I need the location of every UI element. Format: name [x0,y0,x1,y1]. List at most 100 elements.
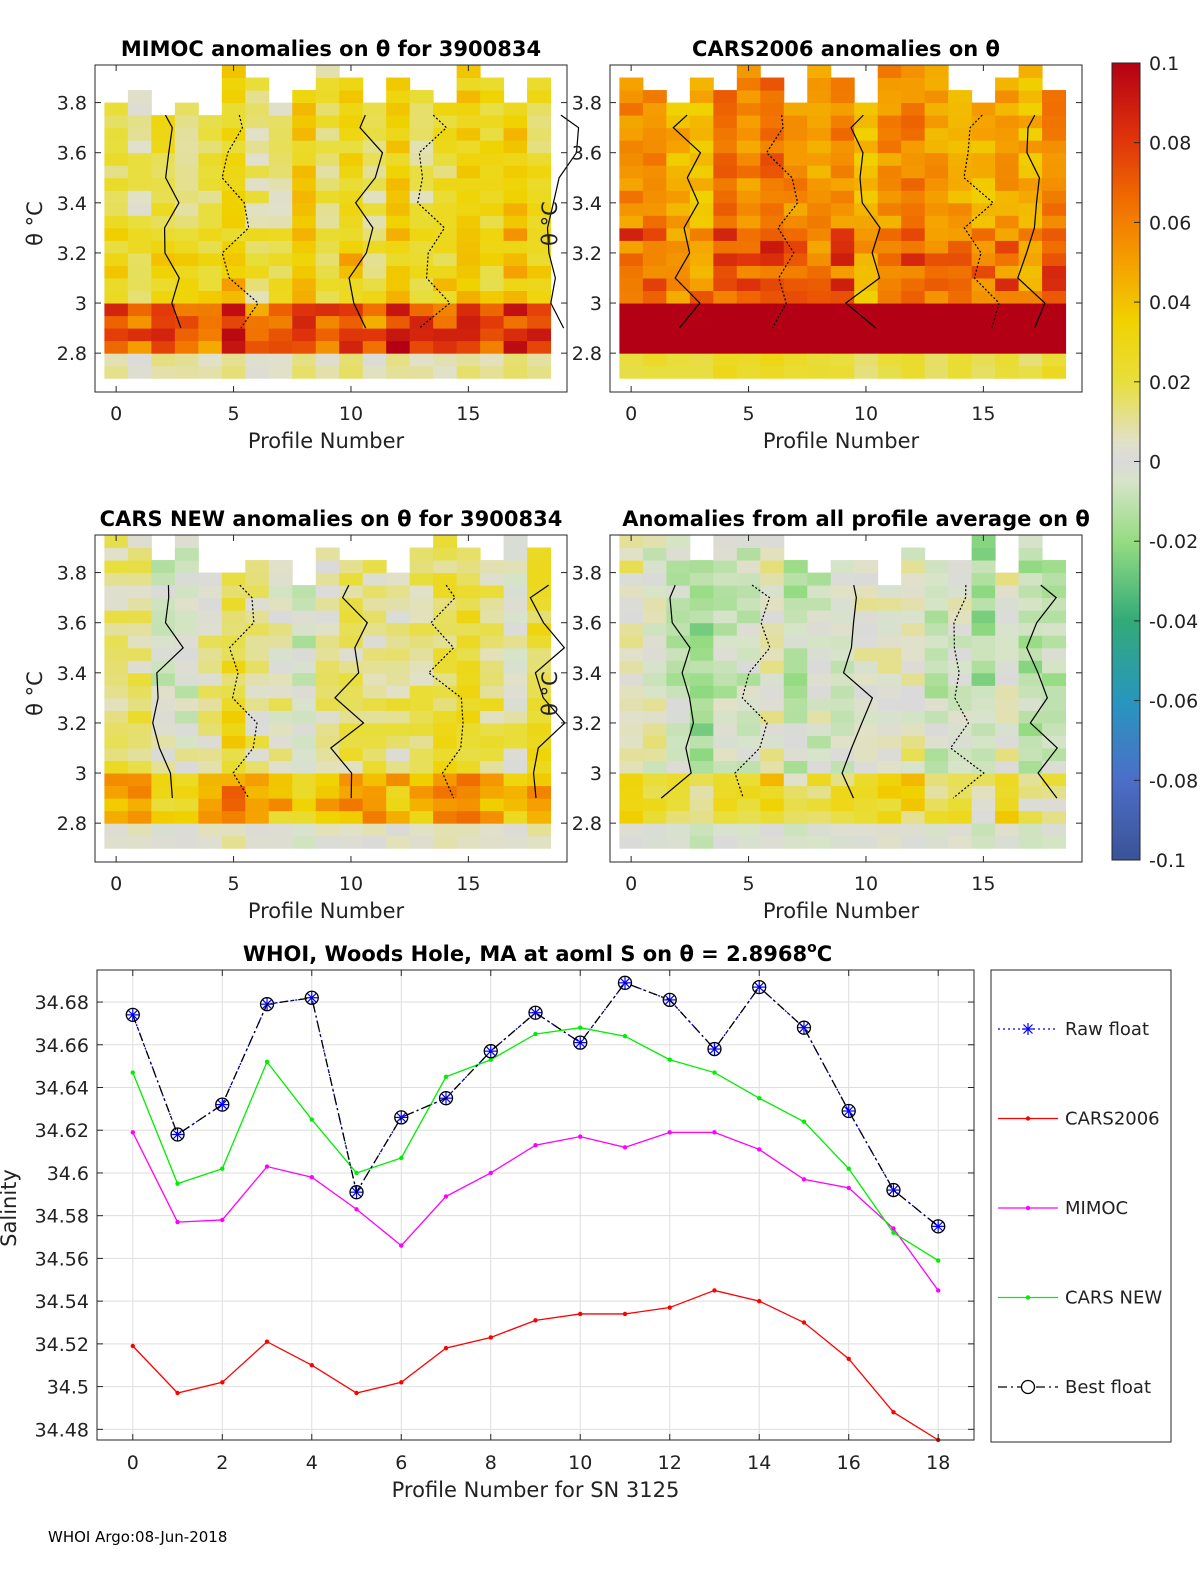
anomaly-cell [1042,785,1067,799]
anomaly-cell [689,340,714,354]
anomaly-cell [221,140,246,154]
anomaly-cell [221,227,246,241]
anomaly-cell [151,823,176,837]
anomaly-cell [221,190,246,204]
anomaly-cell [174,560,199,574]
anomaly-cell [666,177,691,191]
anomaly-cell [456,560,481,574]
anomaly-cell [948,240,973,254]
anomaly-cell [995,747,1020,762]
anomaly-cell [104,265,129,279]
anomaly-cell [807,215,832,229]
anomaly-cell [480,290,505,304]
anomaly-cell [268,597,293,611]
anomaly-cell [713,622,738,636]
data-point [354,1390,359,1396]
anomaly-cell [948,277,973,292]
anomaly-cell [924,340,949,354]
anomaly-cell [480,610,505,624]
anomaly-cell [104,240,129,254]
anomaly-cell [480,823,505,837]
anomaly-cell [807,597,832,611]
anomaly-cell [127,215,152,229]
anomaly-cell [433,785,458,799]
x-tick-label: 5 [228,873,240,895]
anomaly-cell [315,265,340,279]
anomaly-cell [783,227,808,241]
anomaly-cell [971,340,996,354]
y-tick-label: 3.8 [57,563,87,585]
anomaly-cell [174,165,199,179]
anomaly-cell [480,685,505,699]
anomaly-cell [830,835,855,849]
anomaly-cell [245,215,270,229]
anomaly-cell [339,240,364,254]
anomaly-cell [901,697,926,711]
anomaly-cell [198,685,223,699]
anomaly-cell [1042,90,1067,104]
anomaly-cell [971,535,996,549]
anomaly-cell [292,672,317,686]
anomaly-cell [480,115,505,129]
anomaly-cell [221,90,246,104]
anomaly-cell [268,697,293,711]
anomaly-cell [174,328,199,342]
anomaly-cell [689,835,714,849]
y-tick-label: 3.6 [572,143,602,165]
anomaly-cell [433,560,458,574]
anomaly-cell [174,102,199,116]
anomaly-cell [174,823,199,837]
anomaly-cell [480,622,505,636]
anomaly-cell [1042,290,1067,304]
anomaly-cell [948,340,973,354]
y-tick-label: 3.2 [572,243,602,265]
y-tick-label: 3.8 [572,93,602,115]
x-tick-label: 10 [568,1452,592,1474]
anomaly-cell [1018,785,1043,799]
legend-label: CARS NEW [1065,1288,1162,1309]
anomaly-cell [807,90,832,104]
anomaly-cell [221,240,246,254]
anomaly-cell [736,277,761,292]
anomaly-cell [292,115,317,129]
anomaly-cell [174,240,199,254]
anomaly-cell [409,823,434,837]
anomaly-cell [1018,560,1043,574]
anomaly-cell [948,835,973,849]
anomaly-cell [362,560,387,574]
anomaly-cell [198,760,223,774]
anomaly-cell [901,685,926,699]
anomaly-cell [127,735,152,749]
anomaly-cell [503,215,528,229]
anomaly-cell [386,747,411,762]
anomaly-cell [456,340,481,354]
anomaly-cell [362,722,387,736]
anomaly-cell [362,597,387,611]
anomaly-cell [948,152,973,166]
anomaly-cell [736,177,761,191]
anomaly-cell [221,672,246,686]
anomaly-cell [783,165,808,179]
anomaly-cell [198,798,223,812]
anomaly-cell [901,127,926,141]
y-tick-label: 3.2 [572,713,602,735]
anomaly-cell [527,660,552,674]
anomaly-cell [386,597,411,611]
anomaly-cell [527,760,552,774]
anomaly-cell [736,353,761,367]
anomaly-cell [948,265,973,279]
anomaly-cell [948,115,973,129]
anomaly-cell [971,102,996,116]
anomaly-cell [292,660,317,674]
anomaly-cell [783,202,808,216]
anomaly-cell [362,760,387,774]
anomaly-cell [221,710,246,724]
anomaly-cell [409,610,434,624]
anomaly-cell [1042,685,1067,699]
anomaly-cell [104,227,129,241]
anomaly-cell [783,810,808,824]
x-tick-label: 15 [971,403,995,425]
anomaly-cell [760,785,785,799]
anomaly-cell [503,290,528,304]
anomaly-cell [386,585,411,599]
